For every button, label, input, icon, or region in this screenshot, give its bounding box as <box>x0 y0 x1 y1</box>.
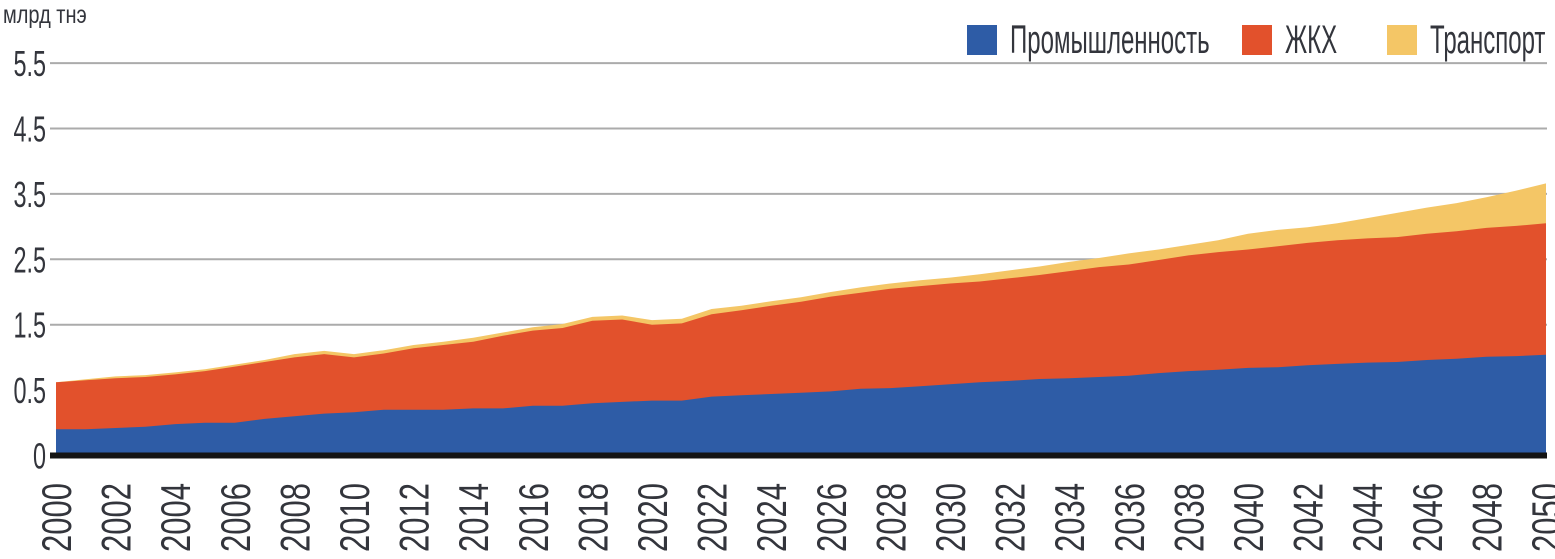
x-tick-label: 2038 <box>1166 483 1213 552</box>
x-tick-label: 2010 <box>331 483 378 552</box>
x-tick-label: 2020 <box>629 483 676 552</box>
x-axis-year-labels: 2000 2002 2004 2006 2008 2010 2012 2014 2016 2018… <box>33 483 1555 552</box>
legend-swatch-transport-icon <box>1387 25 1417 55</box>
x-tick-label: 2046 <box>1404 483 1451 552</box>
legend-label-industry: Промышленность <box>1010 18 1210 62</box>
area-series-0 <box>56 354 1546 456</box>
x-tick-label: 2016 <box>510 483 557 552</box>
x-tick-label: 2002 <box>93 483 140 552</box>
y-tick-label: 3.5 <box>13 176 46 215</box>
y-tick-label: 0.5 <box>13 372 46 411</box>
x-tick-label: 2042 <box>1285 483 1332 552</box>
x-tick-label: 2014 <box>451 483 498 552</box>
y-axis-unit-label: млрд тнэ <box>3 1 87 29</box>
legend-label-utilities: ЖКХ <box>1285 18 1338 62</box>
x-tick-label: 2012 <box>391 483 438 552</box>
x-tick-label: 2040 <box>1225 483 1272 552</box>
x-tick-label: 2036 <box>1106 483 1153 552</box>
legend-item-utilities: ЖКХ <box>1242 18 1372 62</box>
y-tick-label: 4.5 <box>13 111 46 150</box>
x-tick-label: 2026 <box>808 483 855 552</box>
x-tick-label: 2000 <box>33 483 80 552</box>
y-tick-label: 5.5 <box>13 45 46 84</box>
y-tick-label: 2.5 <box>13 241 46 280</box>
legend-item-industry: Промышленность <box>967 18 1343 62</box>
x-tick-label: 2024 <box>749 483 796 552</box>
x-tick-label: 2022 <box>689 483 736 552</box>
x-tick-label: 2006 <box>212 483 259 552</box>
area-series-group <box>56 183 1546 456</box>
y-axis-tick-labels: 0 0.5 1.5 2.5 3.5 4.5 5.5 <box>13 45 46 477</box>
x-axis-line-group <box>50 452 1547 459</box>
y-tick-label: 1.5 <box>13 307 46 346</box>
x-tick-label: 2048 <box>1464 483 1511 552</box>
legend-swatch-utilities-icon <box>1242 25 1272 55</box>
x-tick-label: 2030 <box>927 483 974 552</box>
x-tick-label: 2034 <box>1047 483 1094 552</box>
legend-swatch-industry-icon <box>967 25 997 55</box>
x-tick-label: 2032 <box>987 483 1034 552</box>
x-axis-line <box>50 452 1547 459</box>
legend-item-transport: Транспорт <box>1387 18 1555 62</box>
legend-label-transport: Транспорт <box>1430 18 1546 62</box>
x-tick-label: 2004 <box>153 483 200 552</box>
y-tick-label: 0 <box>33 438 46 477</box>
x-tick-label: 2008 <box>272 483 319 552</box>
x-tick-label: 2028 <box>868 483 915 552</box>
x-tick-label: 2044 <box>1345 483 1392 552</box>
x-tick-label: 2050 <box>1523 483 1555 552</box>
x-tick-label: 2018 <box>570 483 617 552</box>
